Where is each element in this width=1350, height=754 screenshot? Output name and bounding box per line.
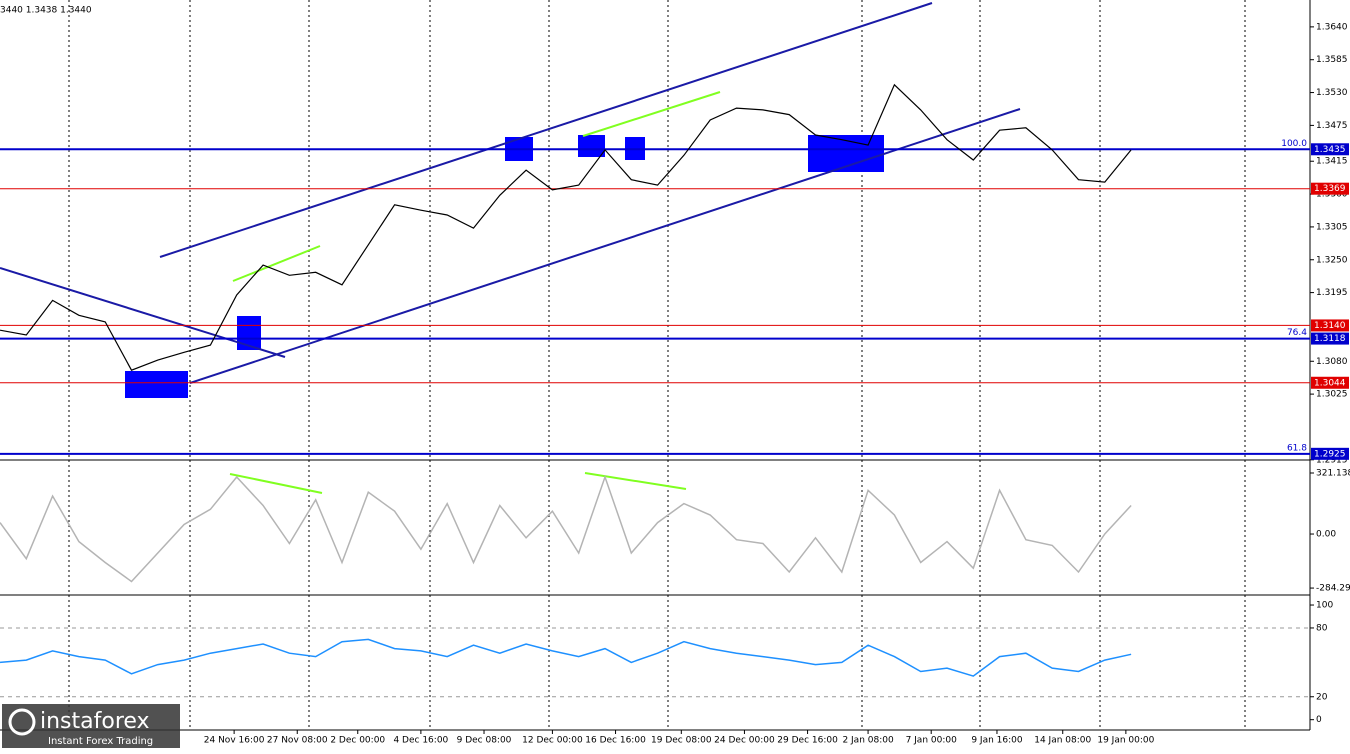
zone bbox=[125, 371, 188, 398]
y-tick-label: 1.3080 bbox=[1316, 357, 1348, 367]
logo-tagline: Instant Forex Trading bbox=[48, 736, 153, 747]
y-tick-label: 1.3475 bbox=[1316, 121, 1348, 131]
level-label: 1.3435 bbox=[1314, 145, 1346, 155]
trend-lines bbox=[0, 2, 1021, 384]
x-tick-label: 24 Dec 00:00 bbox=[714, 736, 775, 746]
divergence-line bbox=[582, 91, 721, 137]
x-tick-label: 14 Jan 08:00 bbox=[1034, 736, 1091, 746]
x-tick-label: 19 Jan 00:00 bbox=[1097, 736, 1154, 746]
level-box bbox=[1311, 143, 1349, 156]
time-grid bbox=[68, 0, 1246, 730]
y-tick-label: 0.00 bbox=[1316, 530, 1336, 540]
fib-label: 76.4 bbox=[1287, 328, 1307, 338]
y-tick-label: 1.3305 bbox=[1316, 222, 1348, 232]
x-tick-label: 12 Dec 00:00 bbox=[522, 736, 583, 746]
logo-name: instaforex bbox=[40, 709, 150, 734]
y-tick-label: 1.3195 bbox=[1316, 288, 1348, 298]
y-tick-label: 80 bbox=[1316, 623, 1328, 633]
x-tick-label: 4 Dec 16:00 bbox=[393, 736, 448, 746]
price-line bbox=[0, 83, 1132, 371]
y-tick-label: 1.3415 bbox=[1316, 157, 1348, 167]
y-tick-label: 1.3530 bbox=[1316, 88, 1348, 98]
y-tick-label: -284.290 bbox=[1316, 584, 1350, 594]
fib-label: 61.8 bbox=[1287, 443, 1307, 453]
zone bbox=[578, 135, 605, 157]
y-tick-label: 1.3585 bbox=[1316, 55, 1348, 65]
ohlc-header: 3440 1.3438 1.3440 bbox=[0, 6, 92, 16]
y-tick-label: 1.3250 bbox=[1316, 255, 1348, 265]
logo-icon bbox=[8, 708, 36, 736]
channel-lower bbox=[189, 108, 1021, 384]
x-tick-label: 27 Nov 08:00 bbox=[267, 736, 328, 746]
level-box bbox=[1311, 447, 1349, 460]
logo-bg bbox=[2, 704, 180, 748]
divergence-line bbox=[232, 245, 321, 282]
level-box bbox=[1311, 319, 1349, 332]
level-box bbox=[1311, 182, 1349, 195]
level-label: 1.3140 bbox=[1314, 321, 1346, 331]
level-label: 1.3044 bbox=[1314, 378, 1346, 388]
y-tick-label: 100 bbox=[1316, 601, 1333, 611]
channel-upper bbox=[159, 2, 933, 258]
x-tick-label: 9 Dec 08:00 bbox=[457, 736, 512, 746]
y-tick-label: 1.2915 bbox=[1316, 455, 1348, 465]
divergence-line bbox=[229, 473, 323, 494]
x-tick-label: 29 Dec 16:00 bbox=[777, 736, 838, 746]
level-label: 1.2925 bbox=[1314, 449, 1346, 459]
level-label: 1.3118 bbox=[1314, 334, 1346, 344]
zone bbox=[237, 316, 261, 350]
x-tick-label: 9 Jan 16:00 bbox=[971, 736, 1023, 746]
frames bbox=[0, 0, 1311, 731]
x-tick-label: 2 Jan 08:00 bbox=[842, 736, 894, 746]
level-label: 1.3369 bbox=[1314, 184, 1346, 194]
x-tick-label: 2 Dec 00:00 bbox=[330, 736, 385, 746]
fib-label: 100.0 bbox=[1281, 139, 1307, 149]
x-tick-label: 19 Dec 08:00 bbox=[651, 736, 712, 746]
cci-line bbox=[0, 474, 1132, 583]
y-tick-label: 321.1386 bbox=[1316, 468, 1350, 478]
x-tick-label: 7 Jan 00:00 bbox=[906, 736, 958, 746]
y-tick-label: 0 bbox=[1316, 715, 1322, 725]
level-box bbox=[1311, 376, 1349, 389]
downtrend bbox=[0, 267, 286, 358]
y-tick-label: 1.3025 bbox=[1316, 390, 1348, 400]
x-tick-label: 16 Dec 16:00 bbox=[585, 736, 646, 746]
divergence bbox=[229, 91, 721, 494]
rsi-line bbox=[0, 638, 1132, 677]
divergence-line bbox=[584, 472, 687, 490]
level-box bbox=[1311, 332, 1349, 345]
x-tick-label: 24 Nov 16:00 bbox=[204, 736, 265, 746]
y-tick-label: 20 bbox=[1316, 692, 1328, 702]
y-tick-label: 1.3640 bbox=[1316, 22, 1348, 32]
